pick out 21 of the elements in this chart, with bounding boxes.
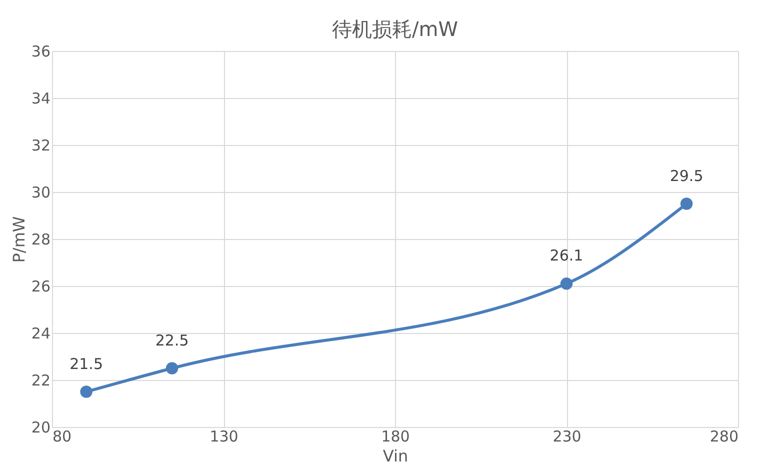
y-tick-label: 22 <box>31 372 50 390</box>
y-tick-label: 32 <box>31 136 50 154</box>
x-axis-title: Vin <box>382 446 408 466</box>
x-tick-label: 280 <box>710 428 738 446</box>
data-label: 21.5 <box>70 354 104 373</box>
y-tick-label: 24 <box>31 324 50 342</box>
chart-title: 待机损耗/mW <box>332 17 458 41</box>
y-tick-label: 36 <box>31 42 50 60</box>
y-tick-label: 30 <box>31 184 50 202</box>
data-label: 29.5 <box>670 166 704 185</box>
x-tick-label: 130 <box>210 428 238 446</box>
y-tick-label: 34 <box>31 90 50 108</box>
y-tick-label: 26 <box>31 278 50 296</box>
data-label: 26.1 <box>550 246 584 265</box>
y-tick-label: 28 <box>31 230 50 248</box>
x-tick-label: 230 <box>552 428 582 446</box>
y-tick-label: 20 <box>31 418 50 436</box>
x-tick-label: 80 <box>52 428 72 446</box>
x-tick-label: 180 <box>381 428 410 446</box>
data-label: 22.5 <box>155 331 189 350</box>
y-axis-title: P/mW <box>9 216 28 263</box>
